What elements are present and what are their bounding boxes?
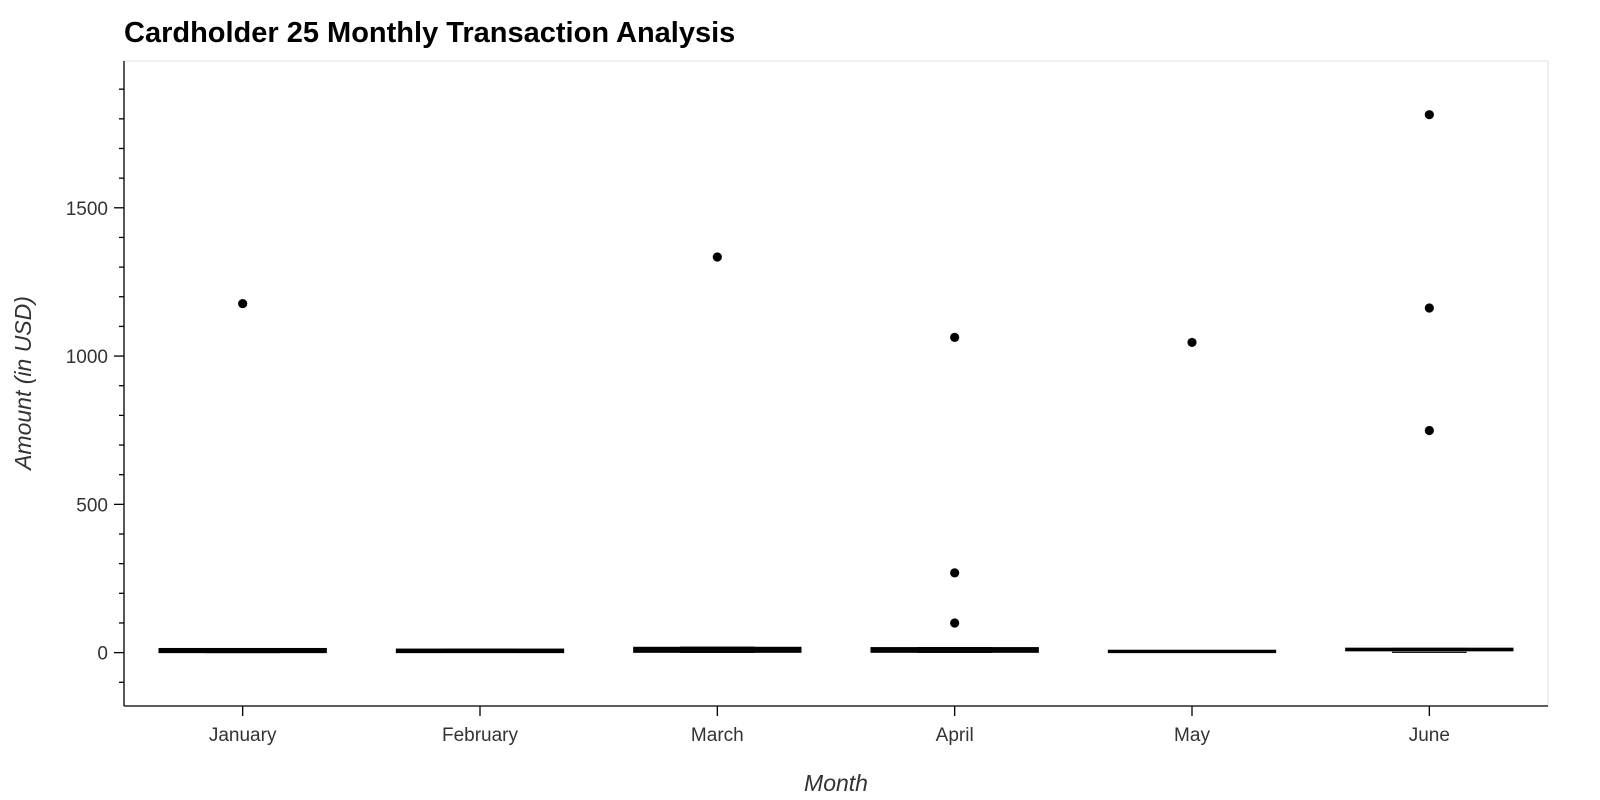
y-tick-label: 0 [97,644,108,665]
outlier-point [1424,110,1434,120]
box-march [633,646,802,653]
outlier-point [712,252,722,262]
outlier-point [1424,425,1434,436]
outlier-point [950,568,960,578]
chart-title: Cardholder 25 Monthly Transaction Analys… [124,17,735,49]
boxes-layer [158,646,1514,654]
box-april [870,646,1039,653]
x-tick-label: May [1174,725,1210,746]
y-axis-label: Amount (in USD) [10,296,36,472]
y-tick-label: 500 [76,495,108,516]
box-may [1107,649,1277,654]
x-tick-label: April [936,725,974,746]
x-tick-label: March [691,725,744,746]
box-january [158,647,327,654]
outlier-point [950,618,960,628]
box-june [1345,647,1514,653]
outlier-point [1187,337,1197,348]
x-axis: January February March April May June [124,705,1548,746]
plot-frame [123,60,1549,707]
x-tick-label: June [1409,725,1450,746]
x-axis-label: Month [804,770,868,796]
outlier-point [1424,303,1434,313]
outlier-point [950,332,960,342]
y-tick-label: 1000 [66,347,108,368]
outlier-point [238,298,248,309]
x-tick-label: February [442,725,519,746]
box-february [395,648,565,654]
x-tick-label: January [209,725,277,746]
y-tick-label: 1500 [66,199,108,220]
y-axis: 0 500 1000 1500 [66,61,125,706]
outliers-layer [238,110,1434,628]
